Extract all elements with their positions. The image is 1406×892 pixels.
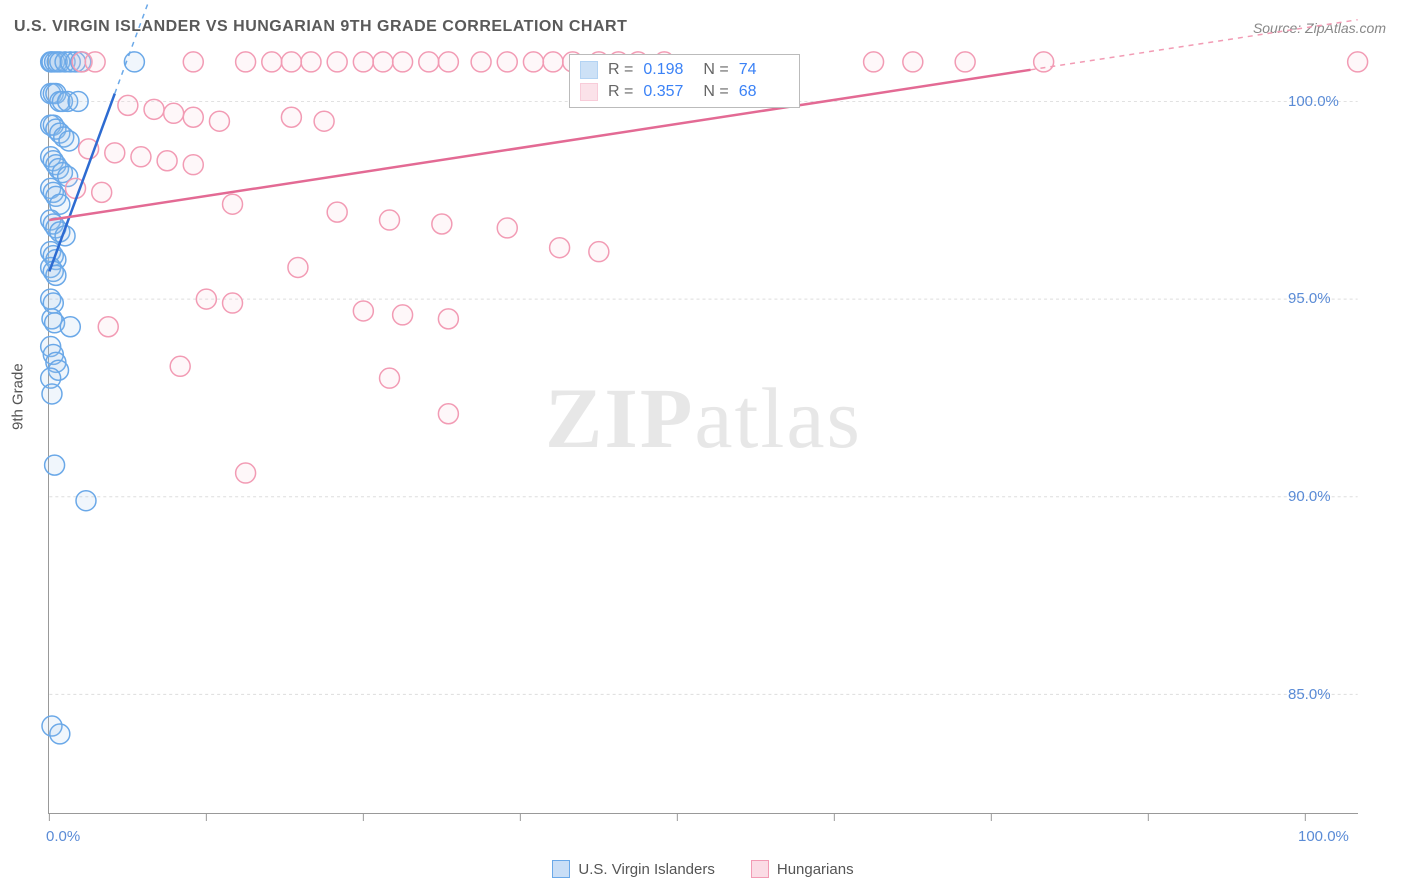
legend-label: U.S. Virgin Islanders bbox=[578, 861, 714, 878]
stats-row: R = 0.357 N = 68 bbox=[580, 81, 789, 103]
chart-title: U.S. VIRGIN ISLANDER VS HUNGARIAN 9TH GR… bbox=[14, 18, 627, 35]
stats-swatch bbox=[580, 61, 598, 79]
stats-r-value: 0.198 bbox=[643, 61, 693, 79]
scatter-point bbox=[223, 194, 243, 214]
scatter-point bbox=[393, 52, 413, 72]
scatter-point bbox=[301, 52, 321, 72]
scatter-point bbox=[550, 238, 570, 258]
scatter-point bbox=[164, 103, 184, 123]
y-tick-label: 90.0% bbox=[1288, 488, 1331, 505]
scatter-point bbox=[76, 491, 96, 511]
y-axis-label: 9th Grade bbox=[10, 363, 27, 430]
legend-swatch bbox=[751, 860, 769, 878]
legend-label: Hungarians bbox=[777, 861, 854, 878]
legend-item: U.S. Virgin Islanders bbox=[552, 860, 714, 878]
scatter-point bbox=[864, 52, 884, 72]
scatter-point bbox=[45, 455, 65, 475]
scatter-point bbox=[105, 143, 125, 163]
scatter-point bbox=[98, 317, 118, 337]
stats-n-value: 68 bbox=[739, 83, 789, 101]
source-prefix: Source: bbox=[1253, 20, 1305, 36]
scatter-point bbox=[42, 384, 62, 404]
scatter-point bbox=[393, 305, 413, 325]
scatter-point bbox=[92, 182, 112, 202]
stats-r-label: R = bbox=[608, 83, 633, 101]
scatter-point bbox=[438, 404, 458, 424]
scatter-point bbox=[432, 214, 452, 234]
y-tick-label: 85.0% bbox=[1288, 686, 1331, 703]
scatter-point bbox=[68, 91, 88, 111]
scatter-point bbox=[955, 52, 975, 72]
scatter-point bbox=[1034, 52, 1054, 72]
y-tick-label: 100.0% bbox=[1288, 93, 1339, 110]
scatter-point bbox=[236, 463, 256, 483]
scatter-point bbox=[183, 155, 203, 175]
chart-container: U.S. VIRGIN ISLANDER VS HUNGARIAN 9TH GR… bbox=[0, 0, 1406, 892]
scatter-point bbox=[144, 99, 164, 119]
scatter-point bbox=[209, 111, 229, 131]
legend-item: Hungarians bbox=[751, 860, 854, 878]
scatter-point bbox=[288, 257, 308, 277]
scatter-point bbox=[183, 52, 203, 72]
x-tick-label: 100.0% bbox=[1298, 828, 1349, 845]
plot-area: ZIPatlas R = 0.198N = 74R = 0.357N = 68 bbox=[48, 54, 1358, 814]
legend-swatch bbox=[552, 860, 570, 878]
stats-r-value: 0.357 bbox=[643, 83, 693, 101]
scatter-point bbox=[438, 309, 458, 329]
stats-n-label: N = bbox=[703, 61, 728, 79]
scatter-point bbox=[124, 52, 144, 72]
x-tick-label: 0.0% bbox=[46, 828, 80, 845]
scatter-point bbox=[223, 293, 243, 313]
stats-swatch bbox=[580, 83, 598, 101]
stats-legend-box: R = 0.198 N = 74 R = 0.357 N = 68 bbox=[569, 54, 800, 108]
stats-row: R = 0.198 N = 74 bbox=[580, 59, 789, 81]
scatter-point bbox=[327, 202, 347, 222]
scatter-point bbox=[59, 131, 79, 151]
stats-n-value: 74 bbox=[739, 61, 789, 79]
header: U.S. VIRGIN ISLANDER VS HUNGARIAN 9TH GR… bbox=[14, 18, 1392, 48]
scatter-point bbox=[903, 52, 923, 72]
legend: U.S. Virgin Islanders Hungarians bbox=[48, 860, 1358, 882]
scatter-point bbox=[236, 52, 256, 72]
scatter-point bbox=[85, 52, 105, 72]
scatter-point bbox=[523, 52, 543, 72]
scatter-point bbox=[589, 242, 609, 262]
scatter-point bbox=[281, 107, 301, 127]
scatter-point bbox=[262, 52, 282, 72]
scatter-point bbox=[380, 210, 400, 230]
trend-line bbox=[49, 70, 1030, 220]
scatter-point bbox=[46, 265, 66, 285]
scatter-point bbox=[353, 52, 373, 72]
scatter-point bbox=[497, 218, 517, 238]
scatter-point bbox=[281, 52, 301, 72]
scatter-point bbox=[327, 52, 347, 72]
source-name: ZipAtlas.com bbox=[1305, 20, 1386, 36]
scatter-point bbox=[314, 111, 334, 131]
stats-n-label: N = bbox=[703, 83, 728, 101]
scatter-point bbox=[471, 52, 491, 72]
scatter-point bbox=[543, 52, 563, 72]
scatter-point bbox=[353, 301, 373, 321]
scatter-point bbox=[380, 368, 400, 388]
scatter-point bbox=[60, 317, 80, 337]
scatter-point bbox=[497, 52, 517, 72]
y-tick-label: 95.0% bbox=[1288, 290, 1331, 307]
scatter-point bbox=[419, 52, 439, 72]
stats-r-label: R = bbox=[608, 61, 633, 79]
source-attribution: Source: ZipAtlas.com bbox=[1253, 20, 1386, 36]
scatter-chart-svg bbox=[49, 54, 1358, 813]
scatter-point bbox=[50, 724, 70, 744]
scatter-point bbox=[196, 289, 216, 309]
scatter-point bbox=[170, 356, 190, 376]
scatter-point bbox=[1348, 52, 1368, 72]
scatter-point bbox=[438, 52, 458, 72]
scatter-point bbox=[157, 151, 177, 171]
scatter-point bbox=[131, 147, 151, 167]
scatter-point bbox=[373, 52, 393, 72]
scatter-point bbox=[183, 107, 203, 127]
scatter-point bbox=[118, 95, 138, 115]
